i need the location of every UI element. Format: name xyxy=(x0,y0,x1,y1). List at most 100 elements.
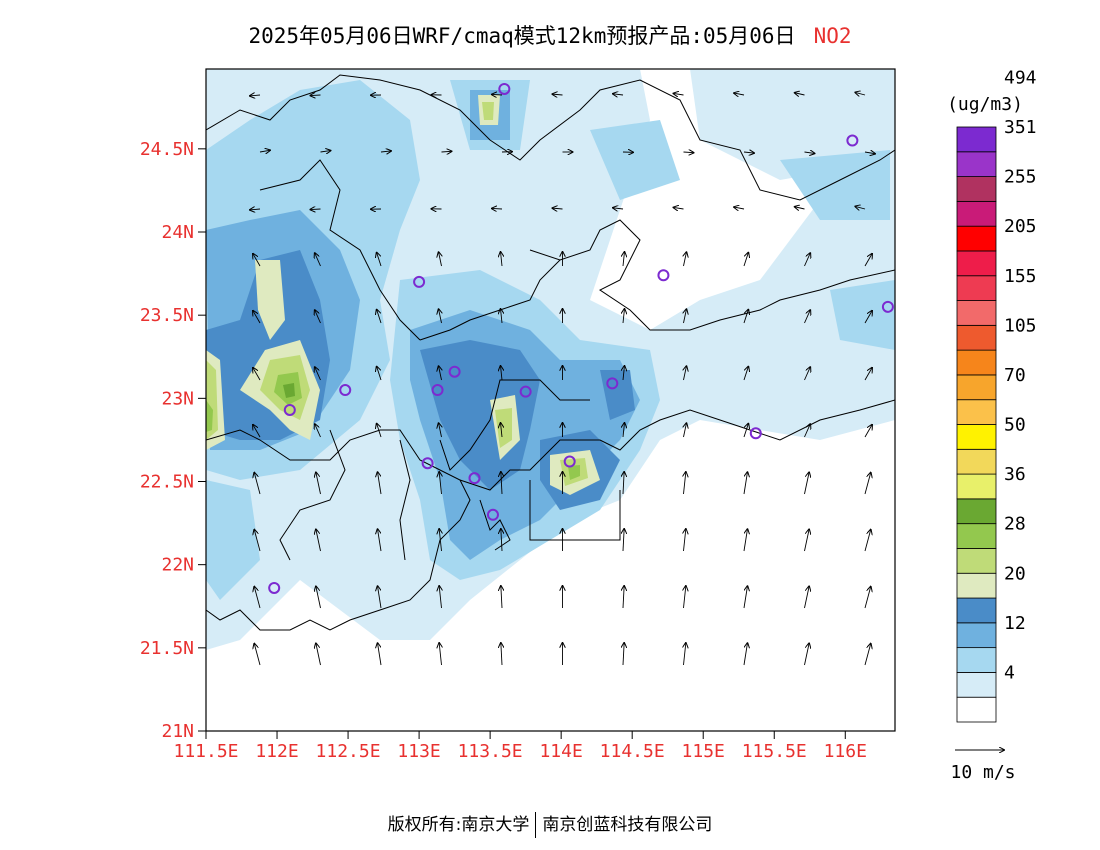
lon-tick-label: 114E xyxy=(539,741,582,762)
copyright-company: 南京创蓝科技有限公司 xyxy=(542,815,713,835)
station-marker xyxy=(519,385,532,398)
colorbar-swatch xyxy=(956,176,997,202)
station-marker xyxy=(268,581,281,594)
lon-tick-label: 115E xyxy=(682,741,725,762)
station-marker xyxy=(413,275,426,288)
wind-arrow xyxy=(684,529,686,552)
wind-arrow xyxy=(743,586,747,609)
wind-arrow xyxy=(501,586,502,609)
station-marker xyxy=(486,508,499,521)
wind-arrow xyxy=(613,94,624,95)
colorbar-swatch xyxy=(956,126,997,153)
wind-arrow xyxy=(684,643,686,666)
colorbar-swatch xyxy=(956,225,997,252)
wind-arrow xyxy=(439,529,441,552)
station-marker xyxy=(468,472,481,485)
wind-arrow xyxy=(674,93,684,95)
wind-arrow xyxy=(492,208,503,209)
colorbar-label: 4 xyxy=(1004,662,1015,683)
lon-tick-label: 115.5E xyxy=(742,741,807,762)
wind-arrow xyxy=(734,207,745,209)
wind-arrow xyxy=(439,586,441,609)
wind-arrow xyxy=(674,207,684,209)
wind-reference-label: 10 m/s xyxy=(950,762,1015,783)
wind-arrow xyxy=(439,366,442,381)
colorbar-swatch xyxy=(956,548,997,574)
title-text: 2025年05月06日WRF/cmaq模式12km预报产品:05月06日 xyxy=(248,24,796,48)
lat-tick-label: 22.5N xyxy=(140,472,194,493)
wind-arrow xyxy=(623,529,624,552)
wind-arrow xyxy=(439,309,442,324)
colorbar-swatch xyxy=(956,250,997,277)
colorbar-swatch xyxy=(956,424,997,450)
colorbar-label: 28 xyxy=(1004,514,1026,535)
wind-arrow xyxy=(553,208,563,209)
lat-tick-label: 21.5N xyxy=(140,638,194,659)
wind-arrow xyxy=(743,529,747,552)
lon-tick-label: 112E xyxy=(255,741,298,762)
wind-arrow xyxy=(804,253,811,267)
wind-arrow xyxy=(864,530,871,552)
colorbar: 4 12 20 28 36 50 70 105 155 205 255 351 494 xyxy=(956,67,1037,723)
wind-arrow xyxy=(743,152,754,153)
station-marker xyxy=(498,82,511,95)
wind-arrow xyxy=(623,472,624,495)
colorbar-swatch xyxy=(956,300,997,326)
colorbar-label: 205 xyxy=(1004,216,1037,237)
colorbar-label: 12 xyxy=(1004,613,1026,634)
colorbar-swatch xyxy=(956,696,997,723)
colorbar-swatch xyxy=(956,275,997,301)
station-marker xyxy=(606,377,619,390)
wind-arrow xyxy=(684,586,686,609)
colorbar-swatch xyxy=(956,473,997,500)
colorbar-swatch xyxy=(956,349,997,376)
colorbar-swatch xyxy=(956,622,997,649)
wind-arrow xyxy=(864,368,872,381)
plot-frame xyxy=(205,68,896,732)
station-marker xyxy=(448,365,461,378)
colorbar-label: 50 xyxy=(1004,415,1026,436)
wind-arrow xyxy=(378,643,382,666)
wind-arrow xyxy=(864,587,871,609)
lat-tick-label: 24N xyxy=(161,222,194,243)
wind-arrow xyxy=(320,151,331,152)
copyright-owner: 版权所有:南京大学 xyxy=(387,815,530,835)
longitude-axis: 111.5E 112E 112.5E 113E 113.5E 114E 114.5E 115E… xyxy=(173,731,867,762)
colorbar-label: 20 xyxy=(1004,563,1026,584)
wind-arrow xyxy=(804,586,810,609)
colorbar-swatch xyxy=(956,200,997,227)
station-marker xyxy=(846,134,859,147)
wind-arrow xyxy=(378,529,382,552)
wind-arrow xyxy=(864,254,872,267)
wind-arrow xyxy=(501,472,502,495)
wind-arrow xyxy=(804,310,811,324)
wind-arrow xyxy=(684,423,687,438)
wind-arrow xyxy=(623,643,624,666)
monitoring-stations xyxy=(268,82,894,594)
colorbar-label: 155 xyxy=(1004,266,1037,287)
wind-arrow xyxy=(439,472,441,495)
wind-arrow xyxy=(864,473,871,495)
wind-arrow xyxy=(734,93,745,95)
wind-arrow xyxy=(315,253,321,267)
colorbar-label: 70 xyxy=(1004,365,1026,386)
wind-arrow xyxy=(441,151,452,152)
colorbar-swatch xyxy=(956,324,997,351)
wind-arrow xyxy=(804,643,810,666)
wind-arrow xyxy=(855,206,866,209)
colorbar-swatch xyxy=(956,597,997,624)
wind-arrow xyxy=(316,472,321,495)
lon-tick-label: 113.5E xyxy=(458,741,523,762)
colorbar-label: 351 xyxy=(1004,117,1037,138)
wind-arrow xyxy=(623,586,624,609)
colorbar-swatch xyxy=(956,498,997,525)
station-marker xyxy=(283,403,296,416)
wind-arrow xyxy=(501,252,502,267)
station-marker xyxy=(657,269,670,282)
colorbar-swatch xyxy=(956,523,997,549)
wind-arrow xyxy=(864,152,875,154)
station-marker xyxy=(749,427,762,440)
wind-arrow xyxy=(254,644,261,666)
wind-arrow xyxy=(378,586,382,609)
